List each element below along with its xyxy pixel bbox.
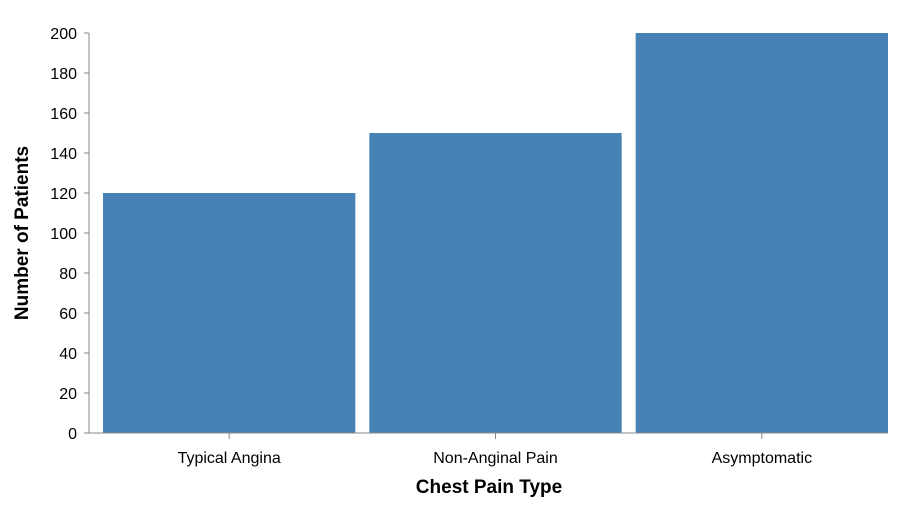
y-tick-label: 180 [50, 66, 77, 83]
x-axis-title: Chest Pain Type [416, 477, 562, 498]
y-tick-label: 40 [59, 346, 77, 363]
y-tick-label: 100 [50, 226, 77, 243]
bars-group [103, 33, 888, 433]
y-axis: 0 20 40 60 80 100 120 140 160 180 200 [50, 26, 90, 443]
x-tick-label: Non-Anginal Pain [433, 450, 558, 467]
x-axis: Typical Angina Non-Anginal Pain Asymptomat… [89, 432, 888, 467]
y-tick-label: 120 [50, 186, 77, 203]
bar-typical-angina [103, 193, 356, 433]
y-tick-label: 20 [59, 386, 77, 403]
y-tick-label: 140 [50, 146, 77, 163]
bar-asymptomatic [635, 33, 888, 433]
y-tick-label: 60 [59, 306, 77, 323]
y-tick-label: 200 [50, 26, 77, 43]
x-tick-label: Typical Angina [178, 450, 281, 467]
x-tick-label: Asymptomatic [712, 450, 812, 467]
y-axis-title: Number of Patients [12, 146, 33, 320]
y-tick-label: 80 [59, 266, 77, 283]
bar-non-anginal-pain [369, 133, 622, 433]
y-tick-label: 160 [50, 106, 77, 123]
y-tick-label: 0 [68, 426, 77, 443]
